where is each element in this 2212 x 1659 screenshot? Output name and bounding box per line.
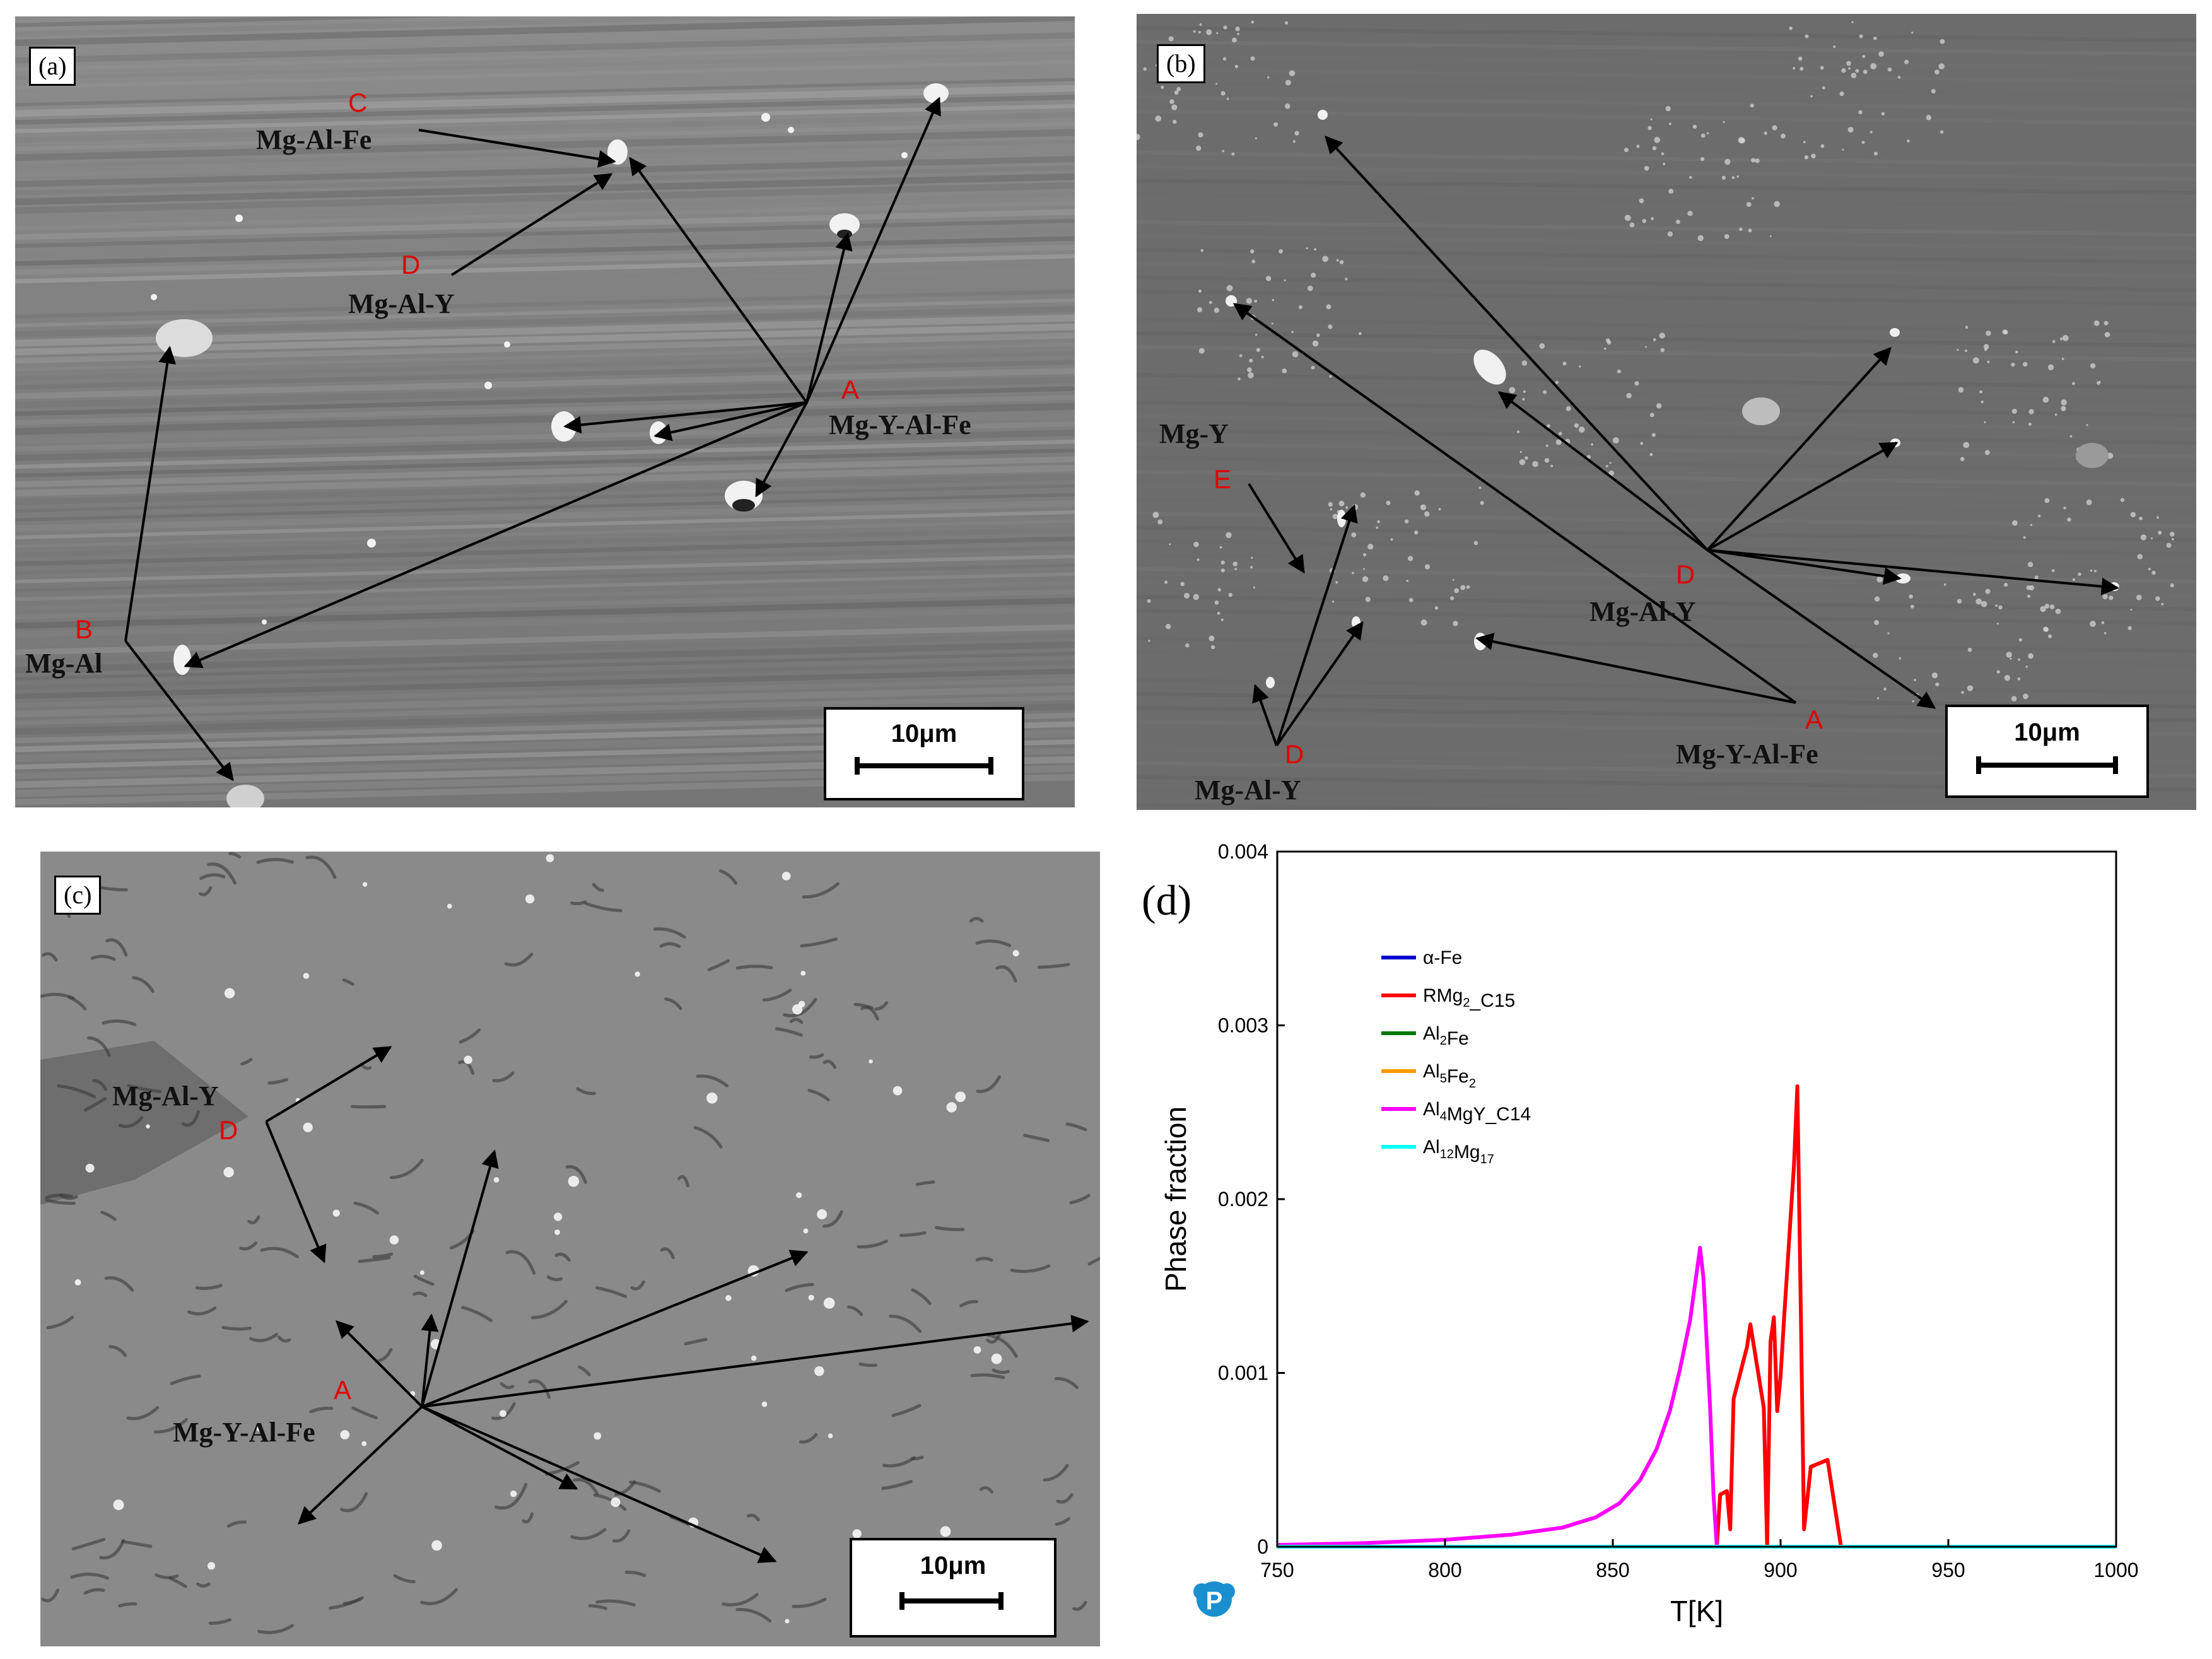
phase-label-mg-y-al-fe: Mg-Y-Al-Fe bbox=[829, 409, 971, 440]
marker-letter-b: B bbox=[75, 614, 93, 644]
x-tick-label: 850 bbox=[1596, 1559, 1629, 1581]
y-axis-label: Phase fraction bbox=[1159, 1106, 1192, 1292]
marker-letter-d: D bbox=[219, 1115, 238, 1145]
scale-bar-label: 10μm bbox=[920, 1552, 986, 1580]
scale-bar-label: 10μm bbox=[891, 720, 957, 747]
x-tick-label: 800 bbox=[1428, 1559, 1461, 1581]
phase-label-mg-y-al-fe: Mg-Y-Al-Fe bbox=[173, 1417, 315, 1448]
legend-label-3: Al5Fe2 bbox=[1423, 1061, 1476, 1091]
scale-bar-label: 10μm bbox=[2014, 718, 2080, 746]
scale-bar-a: 10μm bbox=[824, 707, 1024, 800]
scale-bar-b: 10μm bbox=[1945, 705, 2149, 798]
x-tick-label: 900 bbox=[1764, 1559, 1797, 1581]
phase-label-mg-al-y-left: Mg-Al-Y bbox=[1195, 775, 1301, 806]
x-tick-label: 950 bbox=[1931, 1559, 1965, 1581]
phase-label-mg-al-y: Mg-Al-Y bbox=[348, 288, 455, 319]
svg-text:P: P bbox=[1206, 1587, 1223, 1615]
scale-bar-line bbox=[899, 1592, 1004, 1610]
annotation-arrows-b bbox=[1232, 135, 2119, 747]
series-line-4 bbox=[1277, 1246, 1719, 1547]
scale-bar-line bbox=[855, 757, 993, 775]
legend-label-5: Al12Mg17 bbox=[1423, 1137, 1494, 1166]
series-line-1 bbox=[1714, 1084, 2116, 1549]
software-logo-icon: P bbox=[1193, 1581, 1235, 1617]
marker-letter-e: E bbox=[1214, 464, 1232, 494]
micrograph-panel-b: (b) Mg-Y E D Mg-Al-Y D Mg-Al-Y A Mg-Y-Al… bbox=[1137, 14, 2196, 810]
chart-panel-d: (d) 750 800 850 900 950 1000 0 0.001 0.002 0.003 0… bbox=[1123, 820, 2212, 1659]
marker-letter-a: A bbox=[334, 1375, 352, 1405]
marker-letter-d-left: D bbox=[1285, 739, 1304, 769]
panel-label-d: (d) bbox=[1142, 876, 1191, 924]
scale-bar-line bbox=[1976, 756, 2118, 774]
y-tick-label: 0.002 bbox=[1218, 1188, 1268, 1211]
panel-label-c: (c) bbox=[54, 876, 102, 915]
annotation-arrows-c bbox=[265, 1046, 1089, 1563]
legend-label-2: Al2Fe bbox=[1423, 1023, 1469, 1049]
phase-fraction-chart: (d) 750 800 850 900 950 1000 0 0.001 0.002 0.003 0… bbox=[1142, 840, 2139, 1627]
x-axis-label: T[K] bbox=[1670, 1595, 1723, 1627]
phase-label-mg-y-al-fe: Mg-Y-Al-Fe bbox=[1676, 739, 1818, 770]
phase-label-mg-al-y: Mg-Al-Y bbox=[112, 1081, 219, 1111]
marker-letter-c: C bbox=[348, 88, 368, 117]
panel-label-a: (a) bbox=[29, 47, 76, 86]
y-tick-label: 0.004 bbox=[1218, 840, 1268, 863]
marker-letter-d: D bbox=[401, 250, 421, 279]
micrograph-panel-c: (c) Mg-Al-Y D A Mg-Y-Al-Fe 10μm bbox=[40, 852, 1100, 1646]
y-tick-label: 0.001 bbox=[1218, 1362, 1268, 1385]
phase-label-mg-y: Mg-Y bbox=[1159, 418, 1229, 449]
x-tick-label: 1000 bbox=[2093, 1559, 2138, 1581]
y-tick-label: 0.003 bbox=[1218, 1014, 1268, 1037]
sem-image-a bbox=[15, 16, 1075, 807]
scale-bar-c: 10μm bbox=[850, 1538, 1056, 1638]
marker-letter-a: A bbox=[841, 375, 860, 404]
marker-letter-d-right: D bbox=[1676, 560, 1695, 589]
legend-label-1: RMg2_C15 bbox=[1423, 985, 1515, 1011]
legend-label-4: Al4MgY_C14 bbox=[1423, 1099, 1531, 1125]
phase-label-mg-al: Mg-Al bbox=[25, 648, 103, 679]
sem-image-c bbox=[40, 852, 1100, 1646]
y-tick-label: 0 bbox=[1257, 1535, 1268, 1558]
micrograph-panel-a: (a) C Mg-Al-Fe D Mg-Al-Y A Mg-Y-Al-Fe B … bbox=[15, 16, 1075, 807]
phase-label-mg-al-fe: Mg-Al-Fe bbox=[256, 124, 372, 155]
marker-letter-a: A bbox=[1805, 705, 1823, 734]
legend-label-0: α-Fe bbox=[1423, 947, 1462, 968]
annotation-arrows-a bbox=[124, 97, 941, 782]
x-tick-label: 750 bbox=[1260, 1559, 1294, 1581]
phase-label-mg-al-y-right: Mg-Al-Y bbox=[1589, 596, 1696, 627]
panel-label-b: (b) bbox=[1157, 44, 1205, 83]
